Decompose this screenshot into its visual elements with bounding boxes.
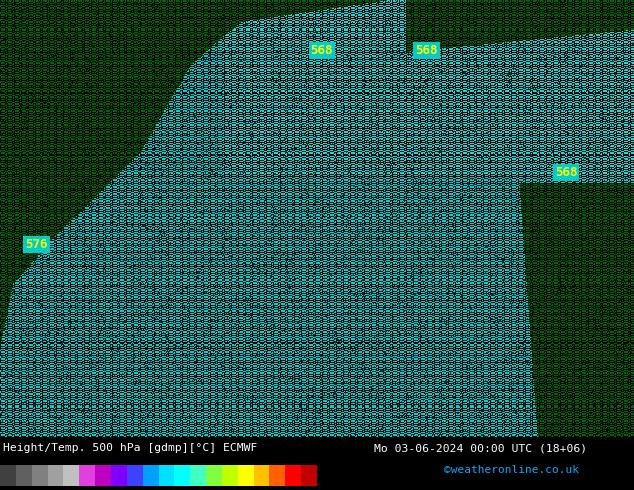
Bar	[79, 465, 95, 486]
Bar	[222, 465, 238, 486]
Bar	[190, 465, 206, 486]
Text: 568: 568	[415, 44, 437, 57]
Bar	[269, 465, 285, 486]
Bar	[48, 465, 63, 486]
Text: 568: 568	[555, 166, 577, 179]
Text: 568: 568	[311, 44, 333, 57]
Text: 576: 576	[25, 238, 48, 251]
Text: Mo 03-06-2024 00:00 UTC (18+06): Mo 03-06-2024 00:00 UTC (18+06)	[374, 443, 587, 453]
Bar	[111, 465, 127, 486]
Bar	[32, 465, 48, 486]
Bar	[174, 465, 190, 486]
Bar	[301, 465, 317, 486]
Bar	[143, 465, 158, 486]
Bar	[254, 465, 269, 486]
Bar	[63, 465, 79, 486]
Bar	[95, 465, 111, 486]
Text: Height/Temp. 500 hPa [gdmp][°C] ECMWF: Height/Temp. 500 hPa [gdmp][°C] ECMWF	[3, 443, 257, 453]
Bar	[158, 465, 174, 486]
Bar	[285, 465, 301, 486]
Bar	[0, 465, 16, 486]
Bar	[238, 465, 254, 486]
Bar	[16, 465, 32, 486]
Bar	[127, 465, 143, 486]
Bar	[206, 465, 222, 486]
Text: ©weatheronline.co.uk: ©weatheronline.co.uk	[444, 465, 579, 475]
